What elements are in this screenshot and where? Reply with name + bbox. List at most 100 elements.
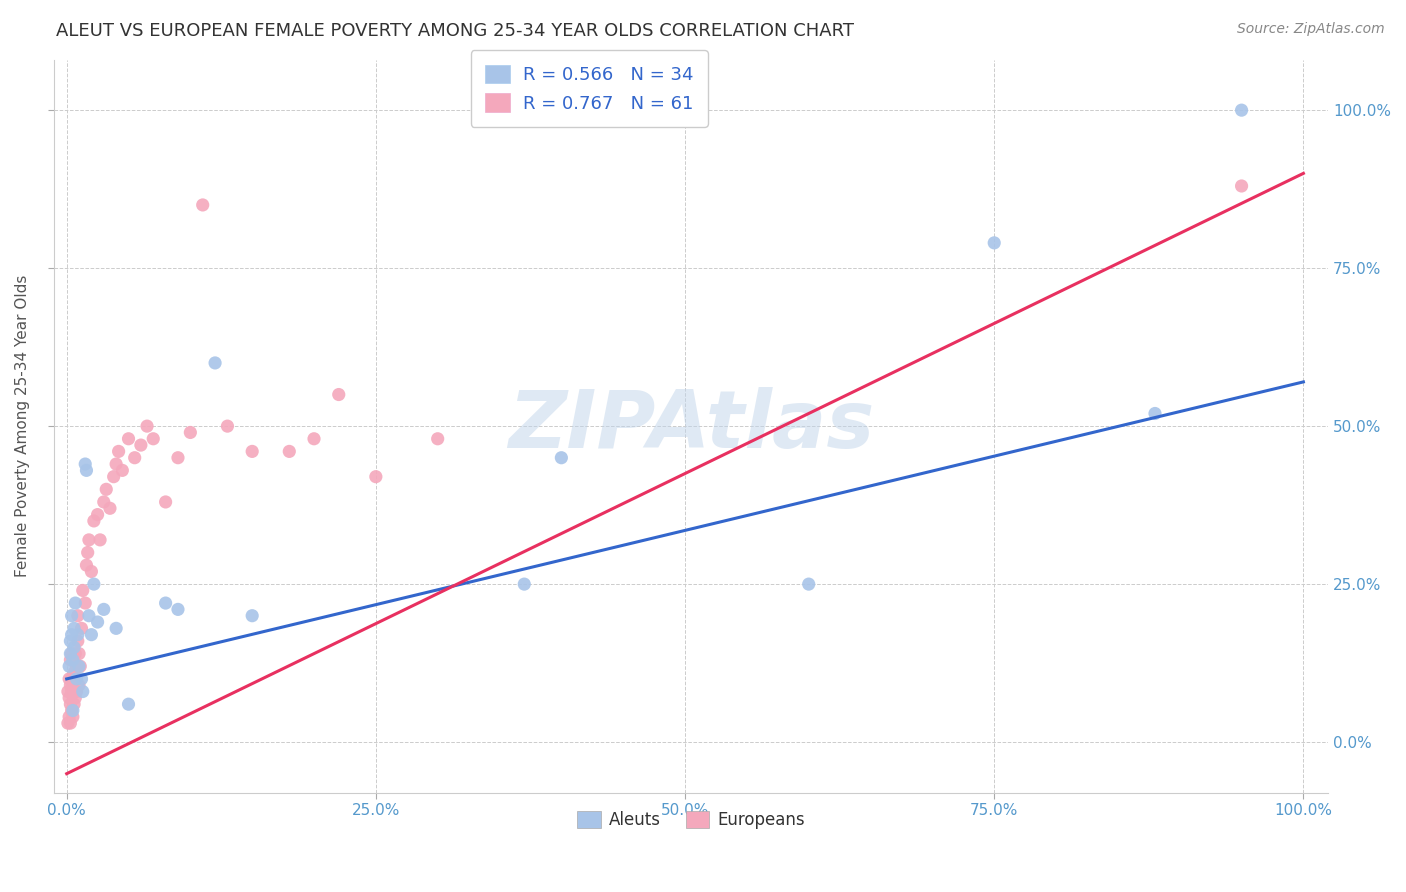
Point <box>217 419 239 434</box>
Point <box>59 678 82 692</box>
Point <box>105 457 128 471</box>
Point <box>65 596 87 610</box>
Point <box>70 672 93 686</box>
Point <box>60 672 83 686</box>
Point <box>72 684 94 698</box>
Point <box>58 672 80 686</box>
Point <box>86 508 108 522</box>
Point <box>66 608 89 623</box>
Point <box>93 602 115 616</box>
Point <box>63 621 86 635</box>
Point <box>93 495 115 509</box>
Point <box>77 533 100 547</box>
Point <box>124 450 146 465</box>
Point <box>167 602 190 616</box>
Point <box>80 628 103 642</box>
Point <box>98 501 121 516</box>
Text: ALEUT VS EUROPEAN FEMALE POVERTY AMONG 25-34 YEAR OLDS CORRELATION CHART: ALEUT VS EUROPEAN FEMALE POVERTY AMONG 2… <box>56 22 855 40</box>
Point <box>136 419 159 434</box>
Point <box>142 432 165 446</box>
Point <box>1230 179 1253 194</box>
Point <box>76 545 98 559</box>
Point <box>83 514 105 528</box>
Y-axis label: Female Poverty Among 25-34 Year Olds: Female Poverty Among 25-34 Year Olds <box>15 275 30 577</box>
Point <box>204 356 226 370</box>
Point <box>550 450 572 465</box>
Point <box>67 659 90 673</box>
Point <box>58 710 80 724</box>
Point <box>117 697 139 711</box>
Point <box>63 640 86 655</box>
Point <box>70 621 93 635</box>
Point <box>60 628 83 642</box>
Point <box>96 483 118 497</box>
Point <box>75 457 97 471</box>
Point <box>107 444 129 458</box>
Point <box>56 684 79 698</box>
Point <box>65 690 87 705</box>
Legend: Aleuts, Europeans: Aleuts, Europeans <box>571 804 811 836</box>
Point <box>191 198 214 212</box>
Point <box>83 577 105 591</box>
Point <box>59 697 82 711</box>
Point <box>59 716 82 731</box>
Point <box>167 450 190 465</box>
Point <box>59 634 82 648</box>
Point <box>63 665 86 680</box>
Point <box>60 704 83 718</box>
Point <box>1230 103 1253 117</box>
Point <box>69 659 91 673</box>
Point <box>75 558 97 573</box>
Point <box>240 444 263 458</box>
Point <box>72 583 94 598</box>
Point <box>103 469 125 483</box>
Point <box>65 647 87 661</box>
Point <box>75 463 97 477</box>
Point <box>66 628 89 642</box>
Point <box>278 444 301 458</box>
Point <box>59 647 82 661</box>
Point <box>80 565 103 579</box>
Point <box>179 425 201 440</box>
Point <box>65 659 87 673</box>
Point <box>60 647 83 661</box>
Point <box>983 235 1005 250</box>
Point <box>155 596 177 610</box>
Point <box>526 103 548 117</box>
Point <box>1143 407 1166 421</box>
Point <box>62 710 84 724</box>
Point <box>58 690 80 705</box>
Point <box>62 653 84 667</box>
Point <box>66 634 89 648</box>
Point <box>67 678 90 692</box>
Point <box>60 608 83 623</box>
Point <box>62 704 84 718</box>
Point <box>155 495 177 509</box>
Point <box>56 716 79 731</box>
Point <box>67 647 90 661</box>
Point <box>513 577 536 591</box>
Point <box>797 577 820 591</box>
Point <box>364 469 387 483</box>
Point <box>77 608 100 623</box>
Point <box>105 621 128 635</box>
Point <box>117 432 139 446</box>
Text: Source: ZipAtlas.com: Source: ZipAtlas.com <box>1237 22 1385 37</box>
Point <box>59 653 82 667</box>
Point <box>62 678 84 692</box>
Point <box>58 659 80 673</box>
Point <box>75 596 97 610</box>
Point <box>60 684 83 698</box>
Point <box>328 387 350 401</box>
Text: ZIPAtlas: ZIPAtlas <box>508 387 875 465</box>
Point <box>86 615 108 629</box>
Point <box>63 697 86 711</box>
Point <box>89 533 111 547</box>
Point <box>129 438 152 452</box>
Point <box>65 684 87 698</box>
Point <box>111 463 134 477</box>
Point <box>302 432 325 446</box>
Point <box>240 608 263 623</box>
Point <box>65 672 87 686</box>
Point <box>426 432 449 446</box>
